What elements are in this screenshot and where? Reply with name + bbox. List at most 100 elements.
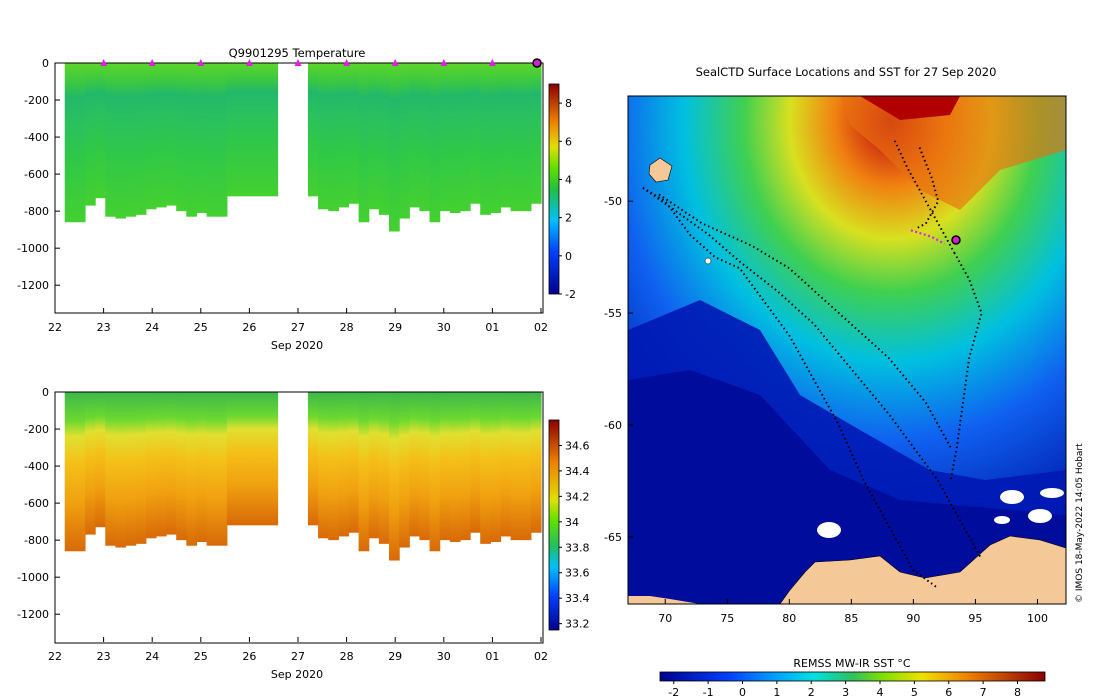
- x-tick-label: 01: [485, 650, 499, 663]
- ice-patch: [1028, 509, 1052, 523]
- profile-column: [216, 392, 228, 546]
- latest-position-marker: [951, 235, 961, 245]
- sst-colorbar-tick-label: -1: [703, 686, 714, 699]
- profile-column: [125, 63, 137, 217]
- colorbar-tick-label: 34.4: [565, 465, 590, 478]
- profile-column: [328, 392, 339, 541]
- profile-marker: [245, 59, 253, 66]
- sst-colorbar-tick-label: 8: [1014, 686, 1021, 699]
- salinity-colorbar: [548, 419, 560, 631]
- heard-island: [704, 257, 712, 265]
- map-x-tick-label: 100: [1027, 612, 1048, 625]
- y-tick-label: -600: [24, 497, 49, 510]
- profile-column: [378, 63, 390, 215]
- profile-column: [196, 63, 208, 213]
- map-frame: [627, 95, 1067, 605]
- x-tick-label: 25: [194, 321, 208, 334]
- seal-track: [949, 252, 983, 482]
- profile-column: [155, 392, 167, 537]
- temperature-profiles: [64, 63, 542, 232]
- profile-marker: [197, 59, 205, 66]
- profile-column: [378, 392, 390, 544]
- profile-column: [206, 392, 218, 546]
- x-tick-label: 02: [534, 321, 548, 334]
- colorbar-tick-label: 34: [565, 516, 579, 529]
- profile-column: [307, 392, 319, 526]
- x-tick-label: 24: [145, 650, 159, 663]
- x-tick-label: 30: [437, 321, 451, 334]
- profile-column: [115, 392, 127, 548]
- temperature-colorbar-ticks: 8 6 4 2 0 -2: [559, 97, 576, 301]
- profile-column: [439, 63, 451, 212]
- profile-column: [74, 392, 86, 552]
- y-tick-label: -800: [24, 205, 49, 218]
- y-tick-label: -1000: [17, 571, 49, 584]
- profile-column: [105, 392, 116, 546]
- warmest-water-region: [860, 96, 960, 120]
- profile-column: [145, 392, 157, 539]
- profile-column: [257, 63, 268, 197]
- profile-column: [470, 63, 481, 204]
- profile-column: [105, 63, 116, 217]
- profile-column: [135, 63, 147, 215]
- sst-colorbar-tick-label: 7: [980, 686, 987, 699]
- salinity-colorbar-ticks: 34.6 34.4 34.2 34 33.8 33.6 33.4 33.2: [559, 439, 590, 631]
- y-tick-label: -600: [24, 168, 49, 181]
- ice-patch: [817, 522, 841, 538]
- sst-colorbar-label: REMSS MW-IR SST °C: [793, 657, 911, 670]
- profile-column: [64, 63, 76, 223]
- profile-column: [480, 392, 491, 544]
- profile-marker: [488, 59, 496, 66]
- temperature-colorbar: [548, 83, 560, 295]
- profile-column: [520, 392, 532, 541]
- profile-column: [166, 392, 177, 535]
- profile-column: [419, 392, 431, 541]
- profile-column: [318, 63, 329, 210]
- colorbar-tick-label: 6: [565, 135, 572, 148]
- profile-column: [500, 392, 512, 537]
- seal-track: [916, 147, 940, 229]
- profile-column: [176, 63, 187, 212]
- profile-column: [449, 392, 461, 542]
- profile-column: [236, 63, 248, 197]
- y-tick-label: -400: [24, 131, 49, 144]
- profile-marker: [391, 59, 399, 66]
- sst-colorbar-ticks: -2 -1 0 1 2 3 4 5 6 7 8: [668, 681, 1021, 699]
- profile-column: [155, 63, 167, 208]
- map-x-tick-label: 70: [658, 612, 672, 625]
- profile-column: [368, 392, 380, 539]
- profile-column: [520, 63, 532, 212]
- profile-column: [358, 63, 370, 223]
- profile-column: [196, 392, 208, 542]
- profile-column: [226, 63, 238, 197]
- profile-column: [247, 63, 258, 197]
- y-tick-label: -400: [24, 460, 49, 473]
- profile-column: [166, 63, 177, 206]
- profile-column: [257, 392, 268, 526]
- profile-column: [145, 63, 157, 210]
- temperature-section: Q9901295 Temperature 0 -200 -400 -600 -800 -1…: [17, 46, 576, 352]
- profile-column: [399, 392, 410, 548]
- profile-column: [490, 392, 502, 542]
- kerguelen-island: [648, 157, 673, 183]
- profile-column: [125, 392, 137, 546]
- colorbar-tick-label: 2: [565, 212, 572, 225]
- profile-column: [500, 63, 512, 208]
- colorbar-tick-label: 8: [565, 97, 572, 110]
- y-tick-label: -200: [24, 423, 49, 436]
- map-x-tick-label: 90: [906, 612, 920, 625]
- map-x-tick-label: 95: [968, 612, 982, 625]
- temperature-axes: 0 -200 -400 -600 -800 -1000 -1200 22 23 24 25 26 27 2…: [17, 57, 548, 334]
- profile-column: [429, 63, 441, 223]
- x-tick-label: 30: [437, 650, 451, 663]
- map-y-tick-label: -60: [604, 419, 622, 432]
- map-axes: 70 75 80 85 90 95 100 -50 -55 -60 -65: [604, 195, 1048, 625]
- temperature-title: Q9901295 Temperature: [229, 46, 366, 60]
- profile-column: [530, 392, 542, 533]
- ice-patch: [994, 516, 1010, 524]
- map-y-tick-label: -50: [604, 195, 622, 208]
- profile-marker: [440, 59, 448, 66]
- profile-column: [399, 63, 410, 219]
- profile-marker: [343, 59, 351, 66]
